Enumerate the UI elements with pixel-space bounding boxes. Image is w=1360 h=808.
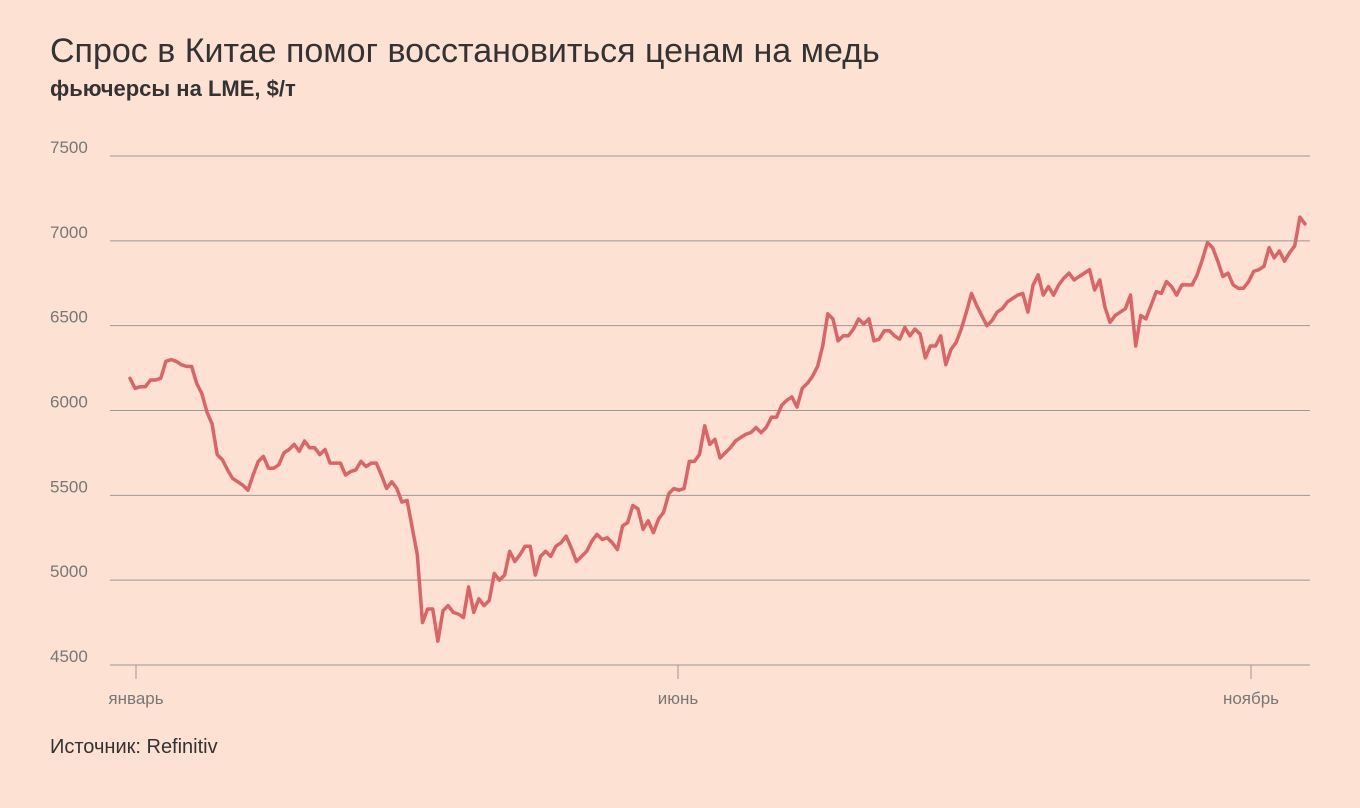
y-tick-label: 7500 (50, 138, 88, 157)
series-line (128, 215, 1307, 643)
source-note: Источник: Refinitiv (50, 736, 218, 758)
y-tick-label: 5000 (50, 562, 88, 581)
y-tick-label: 6500 (50, 308, 88, 327)
chart-title: Спрос в Китае помог восстановиться ценам… (50, 32, 880, 70)
x-tick-label: январь (108, 689, 163, 708)
y-tick-label: 4500 (50, 647, 88, 666)
x-tick-label: июнь (658, 689, 699, 708)
x-tick-label: ноябрь (1223, 689, 1279, 708)
x-axis-ticks: январь июнь ноябрь (108, 665, 1279, 708)
y-tick-label: 6000 (50, 393, 88, 412)
y-tick-label: 7000 (50, 223, 88, 242)
y-tick-label: 5500 (50, 477, 88, 496)
series-layer (128, 215, 1307, 643)
grid-lines (110, 155, 1310, 666)
chart-subtitle: фьючерсы на LME, $/т (50, 76, 296, 101)
y-axis-ticks: 4500 5000 5500 6000 6500 7000 7500 (50, 138, 88, 666)
